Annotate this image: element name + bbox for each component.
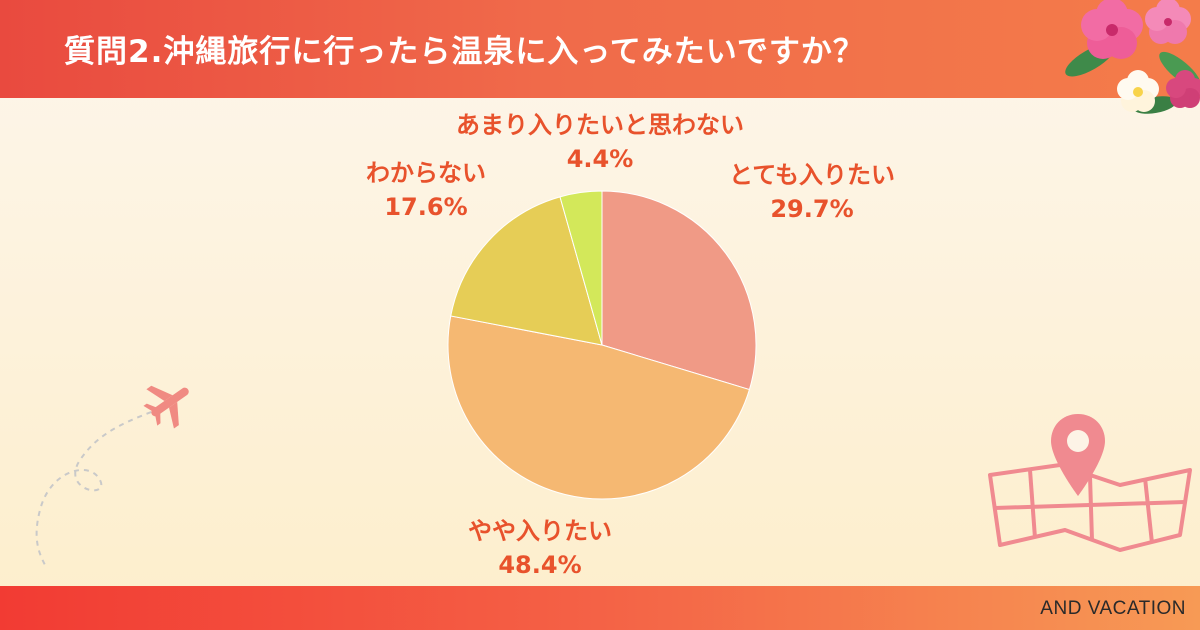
slice-label-amari: あまり入りたいと思わない 4.4% <box>420 108 780 176</box>
header-bar: 質問2.沖縄旅行に行ったら温泉に入ってみたいですか？ <box>0 0 1200 98</box>
slice-label-wakaranai-value: 17.6% <box>384 193 468 221</box>
slice-label-totemo-name: とても入りたい <box>728 161 896 189</box>
slice-label-yaya: やや入りたい 48.4% <box>440 514 640 582</box>
slice-label-wakaranai: わからない 17.6% <box>326 156 526 224</box>
brand-name: AND VACATION <box>1040 598 1186 619</box>
pie-slice-yaya <box>447 315 751 500</box>
slice-label-yaya-value: 48.4% <box>498 551 582 579</box>
pie-slice-totemo <box>601 190 757 391</box>
slice-label-amari-value: 4.4% <box>566 145 634 173</box>
page-title: 質問2.沖縄旅行に行ったら温泉に入ってみたいですか？ <box>64 34 865 70</box>
slice-label-totemo: とても入りたい 29.7% <box>712 158 912 226</box>
hibiscus-flower-icon <box>1065 0 1200 114</box>
footer-bar: AND VACATION <box>0 586 1200 630</box>
pie-slice-amari <box>559 190 603 346</box>
slice-label-amari-name: あまり入りたいと思わない <box>456 111 744 139</box>
slice-label-totemo-value: 29.7% <box>770 195 854 223</box>
slice-label-yaya-name: やや入りたい <box>468 517 612 545</box>
pie-slice-wakaranai <box>450 196 603 346</box>
map-pin-icon <box>1051 414 1105 496</box>
airplane-icon <box>35 385 189 566</box>
slice-label-wakaranai-name: わからない <box>366 159 486 187</box>
